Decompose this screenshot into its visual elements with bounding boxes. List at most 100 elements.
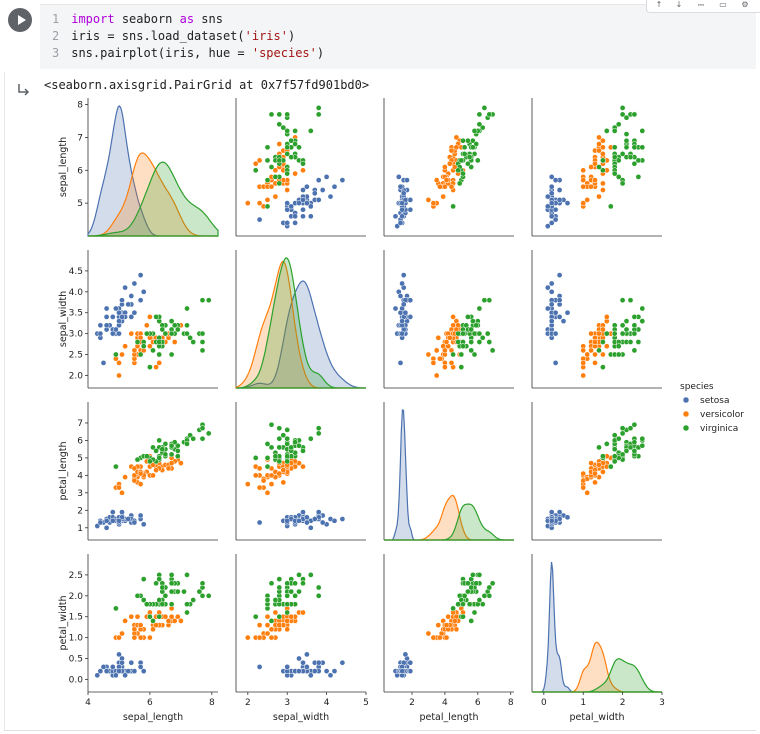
legend-label-versicolor: versicolor xyxy=(700,410,744,420)
x-tick-label: 3 xyxy=(659,698,665,708)
point-virginica-18 xyxy=(631,421,638,428)
point-setosa-43 xyxy=(564,200,571,206)
point-setosa-47 xyxy=(292,213,298,220)
point-versicolor-36 xyxy=(168,613,175,620)
point-virginica-30 xyxy=(190,435,197,442)
point-virginica-45 xyxy=(631,144,638,151)
point-virginica-7 xyxy=(187,334,193,341)
point-virginica-42 xyxy=(272,174,279,180)
code-editor[interactable] xyxy=(40,4,756,69)
point-virginica-17 xyxy=(486,297,493,304)
x-tick-label: 6 xyxy=(475,698,481,708)
point-setosa-43 xyxy=(116,309,122,316)
settings-icon[interactable]: ⚙ xyxy=(741,0,749,9)
point-versicolor-26 xyxy=(171,339,178,345)
point-versicolor-48 xyxy=(425,630,432,637)
point-virginica-21 xyxy=(134,592,141,599)
point-virginica-18 xyxy=(489,580,496,587)
point-virginica-48 xyxy=(631,448,638,454)
point-setosa-48 xyxy=(311,190,318,197)
point-versicolor-26 xyxy=(276,141,283,147)
point-virginica-49 xyxy=(611,170,618,177)
point-setosa-49 xyxy=(399,668,405,674)
point-setosa-49 xyxy=(296,517,302,524)
point-setosa-37 xyxy=(544,305,551,312)
subplot-sepal_length-vs-sepal_width xyxy=(235,98,366,237)
play-icon xyxy=(18,15,26,25)
point-setosa-41 xyxy=(552,216,559,223)
y-tick-label: 8 xyxy=(77,101,83,111)
point-setosa-42 xyxy=(292,220,298,226)
cell-toolbar: ↑ ↓ ⎓ ▭ ⚙ xyxy=(646,0,760,13)
y-tick-label: 5 xyxy=(77,199,83,209)
point-versicolor-35 xyxy=(300,167,306,174)
point-versicolor-49 xyxy=(592,177,598,183)
point-versicolor-23 xyxy=(588,460,594,466)
code-token: 'species' xyxy=(251,46,317,60)
point-virginica-45 xyxy=(631,330,638,337)
point-setosa-45 xyxy=(399,206,405,213)
point-setosa-36 xyxy=(131,519,138,526)
point-versicolor-25 xyxy=(165,465,172,472)
point-versicolor-17 xyxy=(443,634,450,641)
point-versicolor-34 xyxy=(600,187,606,193)
point-setosa-44 xyxy=(407,297,414,304)
point-versicolor-47 xyxy=(280,467,287,473)
point-setosa-33 xyxy=(548,280,555,287)
comment-icon[interactable]: ▭ xyxy=(719,0,727,9)
point-virginica-19 xyxy=(252,455,259,461)
point-virginica-47 xyxy=(284,592,291,599)
point-setosa-49 xyxy=(548,318,555,324)
point-versicolor-37 xyxy=(448,360,455,366)
legend-marker-versicolor xyxy=(682,410,690,418)
code-line-3[interactable]: 3 sns.pairplot(iris, hue = 'species') xyxy=(52,46,324,62)
point-versicolor-37 xyxy=(256,622,263,628)
point-setosa-44 xyxy=(315,509,322,515)
point-virginica-8 xyxy=(264,441,271,447)
point-setosa-37 xyxy=(307,203,314,210)
point-virginica-19 xyxy=(600,364,606,370)
kde-versicolor-sepal_length xyxy=(88,152,218,237)
code-token: iris = sns.load_dataset( xyxy=(71,29,245,43)
point-virginica-32 xyxy=(627,339,634,345)
point-versicolor-43 xyxy=(116,360,122,366)
point-virginica-38 xyxy=(455,330,461,337)
point-virginica-31 xyxy=(205,430,212,437)
point-versicolor-42 xyxy=(268,472,275,479)
point-versicolor-29 xyxy=(580,177,587,183)
point-virginica-42 xyxy=(272,453,279,460)
point-virginica-45 xyxy=(168,580,175,587)
point-setosa-37 xyxy=(307,672,314,679)
point-versicolor-26 xyxy=(171,618,178,624)
point-virginica-44 xyxy=(296,572,302,578)
arrow-down-icon[interactable]: ↓ xyxy=(675,0,683,9)
point-virginica-39 xyxy=(288,588,295,595)
point-versicolor-43 xyxy=(580,200,587,206)
point-virginica-10 xyxy=(292,592,298,599)
code-cell[interactable]: 1 import seaborn as sns 2 iris = sns.load… xyxy=(0,0,760,76)
point-versicolor-48 xyxy=(584,197,591,203)
arrow-up-icon[interactable]: ↑ xyxy=(655,0,663,9)
point-virginica-8 xyxy=(168,601,175,608)
subplot-petal_length-vs-sepal_length xyxy=(87,402,218,541)
point-versicolor-2 xyxy=(174,613,181,620)
code-line-1[interactable]: 1 import seaborn as sns xyxy=(52,12,223,28)
y-tick-label: 4 xyxy=(77,471,83,481)
point-versicolor-35 xyxy=(300,609,306,616)
point-versicolor-35 xyxy=(147,314,153,320)
point-virginica-17 xyxy=(315,425,322,432)
link-icon[interactable]: ⎓ xyxy=(697,0,705,9)
point-versicolor-36 xyxy=(600,326,606,333)
point-virginica-25 xyxy=(184,322,190,329)
point-versicolor-25 xyxy=(448,147,455,154)
run-cell-button[interactable] xyxy=(8,8,32,32)
point-versicolor-39 xyxy=(592,351,598,358)
point-virginica-29 xyxy=(603,330,610,337)
code-line-2[interactable]: 2 iris = sns.load_dataset('iris') xyxy=(52,29,295,45)
point-versicolor-37 xyxy=(592,360,598,366)
point-virginica-35 xyxy=(284,435,291,442)
code-token: 'iris' xyxy=(244,29,288,43)
point-setosa-32 xyxy=(544,193,551,200)
kde-virginica-sepal_length xyxy=(87,161,219,237)
point-setosa-24 xyxy=(300,509,306,515)
